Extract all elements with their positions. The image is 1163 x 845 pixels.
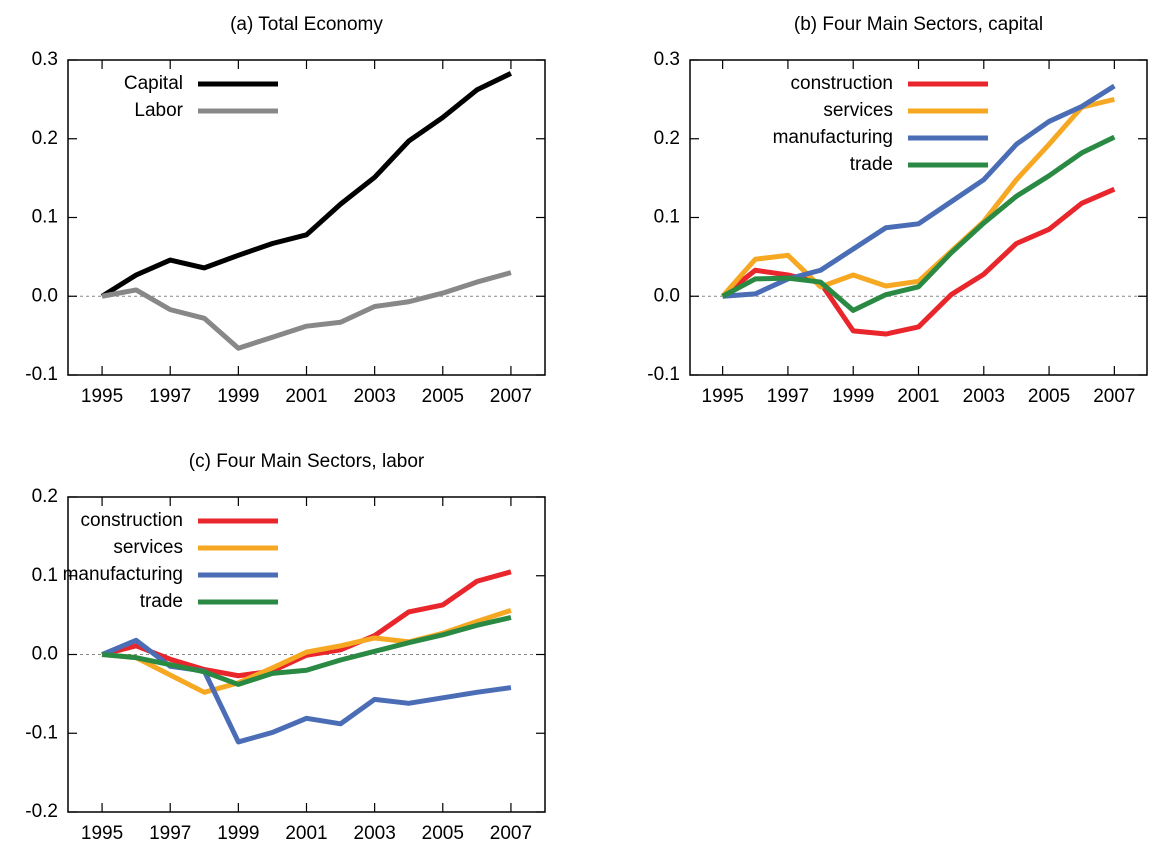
legend-label: construction	[81, 510, 183, 531]
x-tick-label: 2005	[422, 823, 464, 844]
x-tick-label: 2007	[490, 386, 532, 407]
y-tick-label: 0.1	[32, 565, 58, 586]
x-tick-label: 1997	[149, 386, 191, 407]
legend-label: trade	[850, 154, 893, 175]
y-tick-label: 0.0	[32, 644, 58, 665]
series-line	[721, 186, 1116, 337]
plot-frame	[689, 59, 1148, 376]
x-tick-label: 1997	[149, 823, 191, 844]
x-tick-label: 2007	[490, 823, 532, 844]
y-tick-label: -0.1	[25, 722, 58, 743]
x-tick-label: 2005	[422, 386, 464, 407]
series-line	[101, 270, 512, 351]
x-tick-label: 2003	[963, 386, 1005, 407]
plot-frame	[67, 496, 546, 813]
x-tick-label: 1999	[217, 386, 259, 407]
x-tick-label: 2003	[354, 386, 396, 407]
x-tick-label: 1997	[767, 386, 809, 407]
y-tick-label: 0.2	[32, 486, 58, 507]
legend-label: manufacturing	[773, 127, 893, 148]
legend-label: Capital	[124, 73, 183, 94]
y-tick-label: -0.2	[25, 801, 58, 822]
x-tick-label: 2003	[354, 823, 396, 844]
legend-label: services	[823, 100, 893, 121]
x-tick-label: 1995	[81, 386, 123, 407]
legend-label: Labor	[134, 100, 183, 121]
y-tick-label: 0.1	[32, 207, 58, 228]
x-tick-label: 2001	[285, 386, 327, 407]
x-tick-label: 2001	[285, 823, 327, 844]
x-tick-label: 2005	[1028, 386, 1070, 407]
x-tick-label: 1999	[217, 823, 259, 844]
legend-label: trade	[140, 591, 183, 612]
series-line	[720, 96, 1115, 298]
x-tick-label: 1995	[702, 386, 744, 407]
legend-label: manufacturing	[63, 564, 183, 585]
chart-title: (a) Total Economy	[230, 14, 383, 35]
y-tick-label: 0.2	[654, 128, 680, 149]
series-line	[101, 569, 512, 679]
series-line	[101, 608, 512, 695]
y-tick-label: 0.3	[32, 49, 58, 70]
y-tick-label: -0.1	[25, 364, 58, 385]
y-tick-label: 0.2	[32, 128, 58, 149]
y-tick-label: 0.3	[654, 49, 680, 70]
series-line	[100, 71, 513, 299]
series-line	[722, 83, 1116, 299]
plot-frame	[67, 59, 546, 376]
chart-title: (b) Four Main Sectors, capital	[794, 14, 1043, 35]
y-tick-label: 0.0	[654, 285, 680, 306]
legend-label: construction	[791, 73, 893, 94]
chart-title: (c) Four Main Sectors, labor	[189, 451, 425, 472]
y-tick-label: 0.1	[654, 207, 680, 228]
legend-label: services	[113, 537, 183, 558]
x-tick-label: 1995	[81, 823, 123, 844]
series-line	[101, 615, 512, 687]
series-line	[721, 134, 1116, 313]
y-tick-label: 0.0	[32, 285, 58, 306]
y-tick-label: -0.1	[647, 364, 680, 385]
x-tick-label: 1999	[832, 386, 874, 407]
x-tick-label: 2007	[1093, 386, 1135, 407]
x-tick-label: 2001	[897, 386, 939, 407]
